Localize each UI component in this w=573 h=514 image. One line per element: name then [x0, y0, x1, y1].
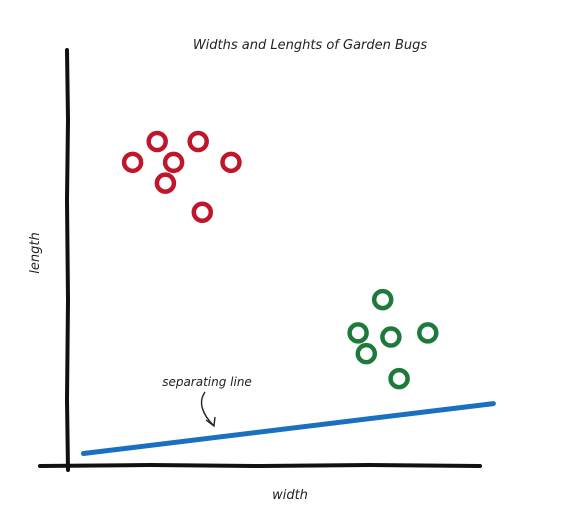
chart-title: Widths and Lenghts of Garden Bugs	[193, 38, 428, 53]
series-2-point-5	[355, 342, 378, 365]
series-2-point-2	[347, 322, 369, 344]
series-2-point-3	[380, 326, 402, 348]
y-axis-label: length	[28, 232, 43, 273]
series-1-point-4	[187, 130, 209, 153]
x-axis-label: width	[272, 488, 308, 503]
series-1-point-6	[220, 151, 242, 174]
separating-line	[80, 401, 496, 457]
series-1-point-5	[154, 172, 177, 194]
points-layer	[121, 130, 439, 390]
series-1-point-7	[191, 201, 214, 223]
annotation-arrowhead	[205, 416, 216, 428]
series-1-point-1	[121, 151, 144, 174]
series-2-point-1	[371, 288, 394, 311]
series-2-point-4	[417, 322, 439, 344]
series-1-point-3	[162, 151, 185, 174]
separating-line-layer	[80, 401, 496, 457]
x-axis	[38, 462, 482, 469]
annotation-arrow	[200, 391, 215, 427]
series-1-point-2	[146, 130, 168, 153]
series-2-point-6	[388, 367, 410, 390]
separating-line-annotation: separating line	[162, 375, 252, 389]
y-axis	[64, 48, 71, 472]
